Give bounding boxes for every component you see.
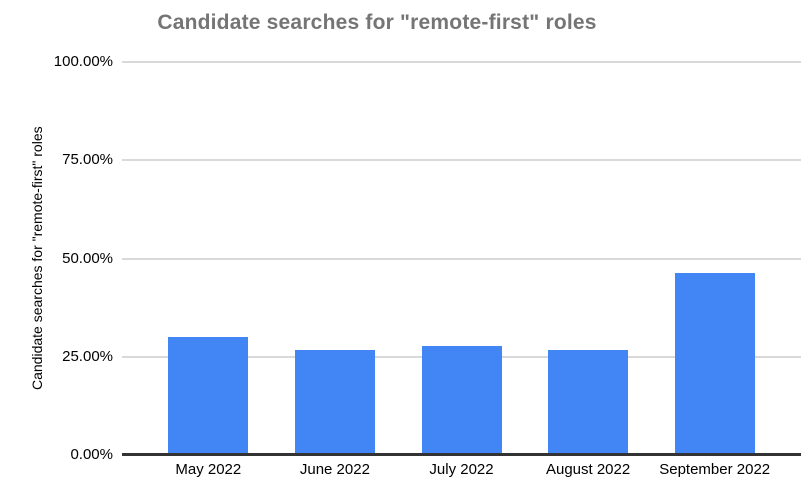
gridline <box>122 159 801 162</box>
x-tick-label: June 2022 <box>299 461 370 478</box>
y-axis-labels: 0.00% 25.00% 50.00% 75.00% 100.00% <box>0 53 113 463</box>
bar <box>421 345 502 455</box>
y-tick-label: 100.00% <box>53 53 113 70</box>
x-tick-label: September 2022 <box>659 461 771 478</box>
gridline <box>122 257 801 260</box>
y-tick-label: 75.00% <box>62 151 113 169</box>
bar <box>294 350 375 455</box>
x-tick-label: May 2022 <box>175 461 242 478</box>
gridline <box>122 61 801 63</box>
y-tick-label: 25.00% <box>62 347 113 365</box>
x-axis-line <box>122 453 801 456</box>
x-tick-label: August 2022 <box>545 461 631 478</box>
bar <box>548 350 629 455</box>
y-tick-label: 0.00% <box>70 446 113 463</box>
y-tick-label: 50.00% <box>62 249 113 267</box>
x-tick-label: July 2022 <box>429 461 494 478</box>
x-axis-labels: May 2022 June 2022 July 2022 August 2022 Sep… <box>122 461 801 483</box>
bar <box>674 273 755 455</box>
bar <box>168 337 249 455</box>
chart-title: Candidate searches for "remote-first" ro… <box>157 11 597 34</box>
plot-area <box>122 61 801 456</box>
